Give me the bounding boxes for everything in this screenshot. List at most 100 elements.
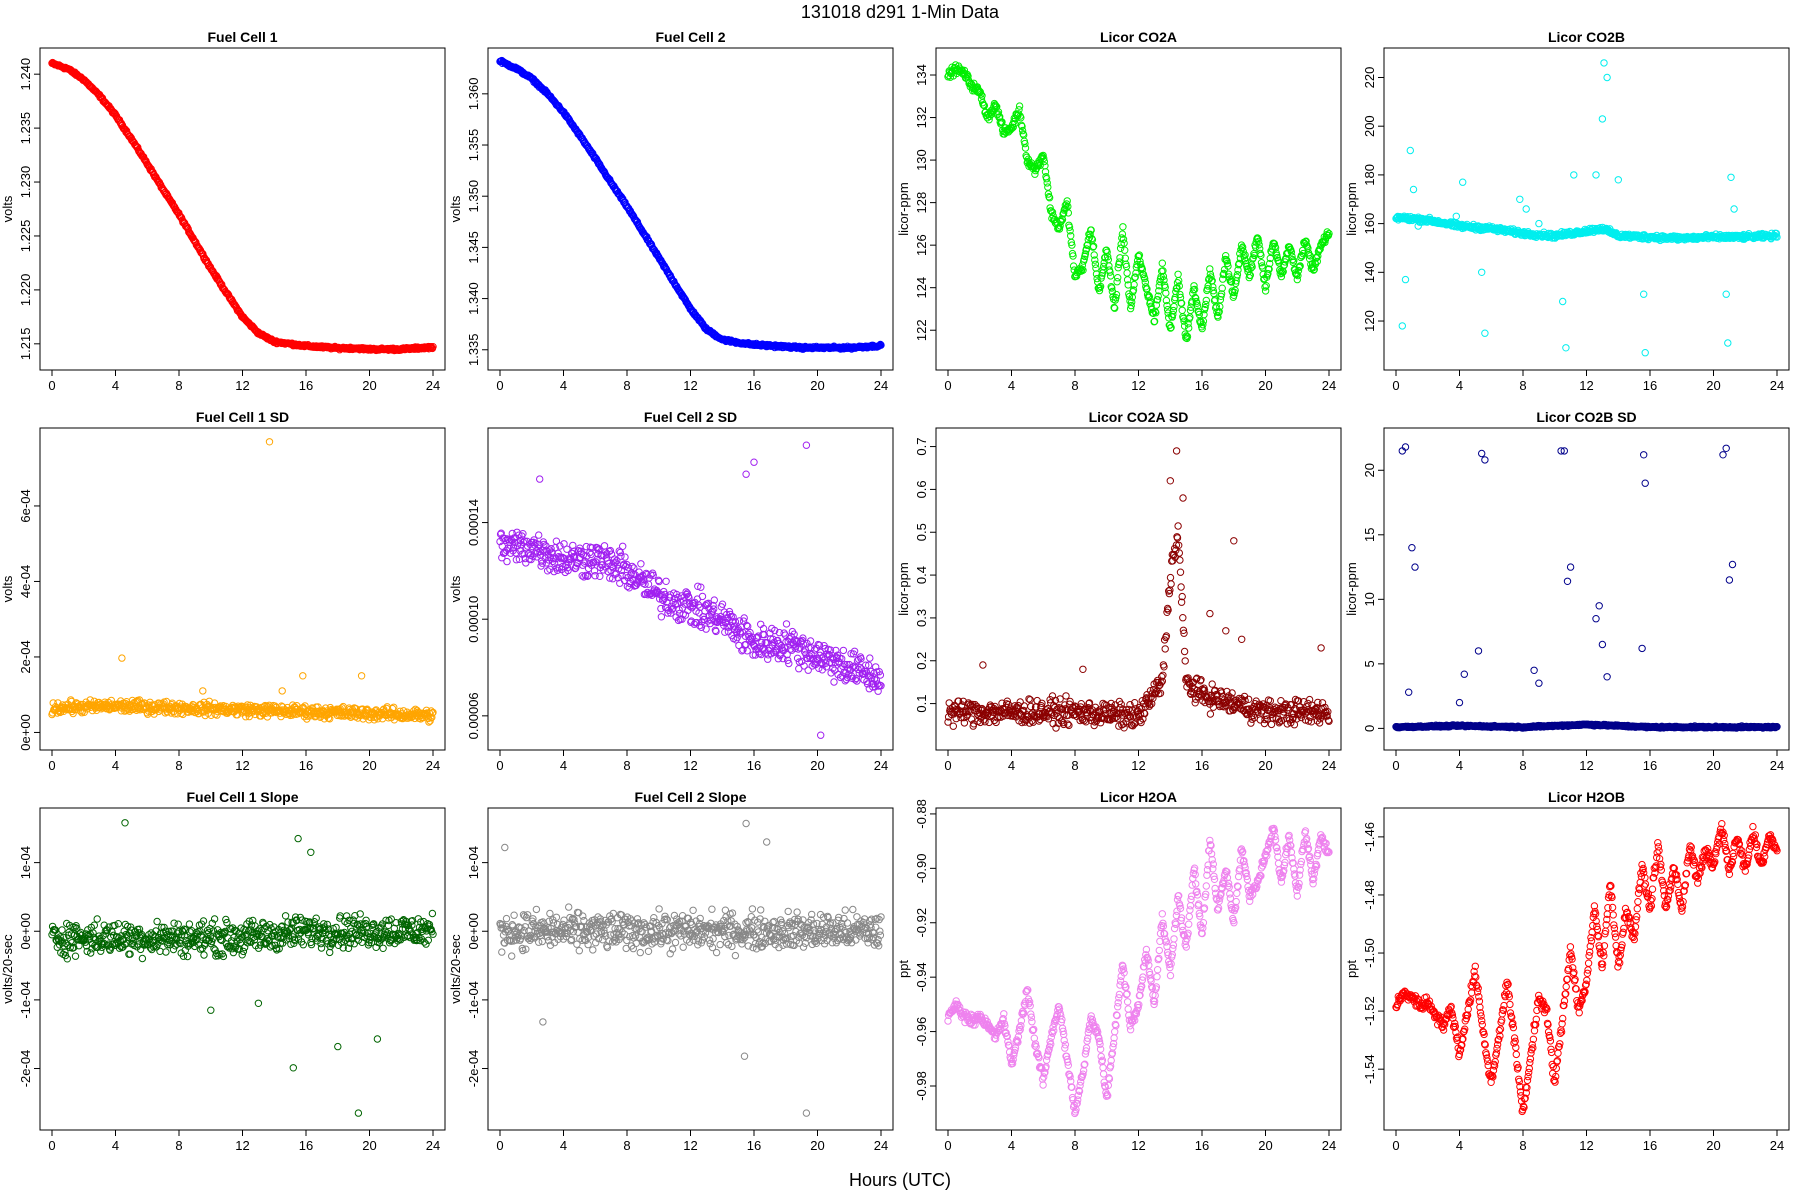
- outlier-point: [1398, 322, 1407, 330]
- data-point: [1113, 278, 1121, 286]
- data-point: [1103, 248, 1111, 257]
- outlier-point: [1559, 297, 1567, 306]
- data-point: [1018, 122, 1026, 131]
- outlier-point: [1603, 73, 1611, 82]
- data-point: [1235, 259, 1243, 268]
- outlier-point: [1317, 644, 1325, 652]
- outlier-point: [1079, 665, 1087, 673]
- outlier-point: [1562, 344, 1570, 352]
- data-point: [1772, 229, 1781, 238]
- data-point: [778, 646, 787, 654]
- outlier-point: [1730, 205, 1738, 213]
- outlier-point: [1722, 290, 1730, 298]
- data-point: [428, 344, 436, 352]
- y-tick-label: 10: [1362, 592, 1377, 606]
- x-tick-label: 12: [235, 758, 249, 773]
- data-point: [1253, 234, 1262, 242]
- data-point: [1139, 715, 1147, 723]
- data-point: [1112, 294, 1120, 302]
- data-point: [1247, 719, 1255, 727]
- data-point: [1167, 580, 1175, 588]
- data-point: [1185, 324, 1193, 332]
- x-tick-label: 0: [1392, 378, 1399, 393]
- data-point: [655, 577, 663, 586]
- data-point: [944, 718, 952, 726]
- data-point: [616, 548, 624, 557]
- data-point: [781, 631, 789, 639]
- data-point: [1096, 282, 1105, 291]
- data-point: [1222, 252, 1230, 260]
- data-point: [1176, 293, 1185, 302]
- data-point: [991, 706, 1000, 714]
- y-tick-label: 0.00010: [466, 596, 481, 643]
- y-tick-label: 180: [1362, 164, 1377, 186]
- y-tick-label: 20: [1362, 463, 1377, 477]
- x-tick-label: 12: [1131, 758, 1145, 773]
- data-point: [588, 544, 596, 552]
- y-axis-label: licor-ppm: [896, 562, 911, 615]
- data-point: [600, 542, 609, 550]
- data-point: [694, 582, 702, 590]
- x-tick-label: 0: [944, 758, 951, 773]
- data-point: [1152, 301, 1161, 309]
- data-point: [967, 715, 976, 723]
- x-tick-label: 24: [426, 758, 440, 773]
- data-point: [563, 564, 572, 572]
- panel-title: Fuel Cell 1: [207, 29, 277, 45]
- data-point: [609, 575, 617, 583]
- data-point: [1315, 719, 1324, 727]
- data-point: [1266, 697, 1275, 705]
- data-point: [1239, 247, 1248, 256]
- y-tick-label: 5: [1362, 660, 1377, 667]
- outlier-point: [1516, 195, 1524, 204]
- data-point: [1323, 712, 1331, 720]
- data-point: [675, 606, 683, 614]
- data-point: [213, 711, 221, 719]
- data-point: [1114, 274, 1122, 282]
- data-point: [649, 571, 657, 579]
- data-point: [851, 676, 859, 684]
- x-tick-label: 16: [1195, 758, 1209, 773]
- data-point: [1254, 237, 1263, 246]
- data-point: [657, 613, 666, 621]
- data-point: [1255, 241, 1263, 249]
- data-point: [556, 542, 564, 550]
- data-point: [877, 341, 885, 349]
- data-point: [660, 594, 669, 603]
- x-tick-label: 8: [1071, 378, 1078, 393]
- data-point: [802, 650, 810, 658]
- data-point: [1160, 276, 1168, 284]
- outlier-point: [1614, 176, 1623, 184]
- y-tick-label: 1.360: [466, 78, 481, 111]
- data-point: [1190, 285, 1199, 294]
- y-tick-label: 122: [914, 319, 929, 341]
- data-point: [1190, 282, 1198, 290]
- data-point: [1291, 704, 1299, 713]
- data-point: [1176, 290, 1184, 299]
- x-tick-label: 20: [810, 378, 824, 393]
- data-point: [1179, 626, 1188, 634]
- data-point: [563, 545, 571, 553]
- data-point: [534, 544, 542, 552]
- data-point: [1180, 647, 1189, 656]
- y-tick-label: 134: [914, 64, 929, 86]
- outlier-point: [1222, 627, 1230, 635]
- data-point: [1126, 297, 1134, 305]
- plot-frame: [487, 427, 894, 751]
- outlier-point: [817, 731, 825, 739]
- data-point: [1216, 302, 1224, 311]
- data-point: [1080, 255, 1088, 263]
- data-point: [1040, 157, 1049, 166]
- data-points: [944, 61, 1333, 343]
- y-tick-label: 4e-04: [18, 565, 33, 598]
- data-point: [1175, 276, 1183, 285]
- data-point: [1293, 275, 1302, 284]
- outlier-point: [1459, 178, 1467, 186]
- data-point: [1264, 269, 1272, 278]
- outlier-point: [1206, 609, 1214, 618]
- data-point: [1240, 255, 1249, 263]
- outlier-point: [1452, 212, 1461, 221]
- data-point: [1169, 310, 1177, 319]
- data-point: [1173, 284, 1181, 292]
